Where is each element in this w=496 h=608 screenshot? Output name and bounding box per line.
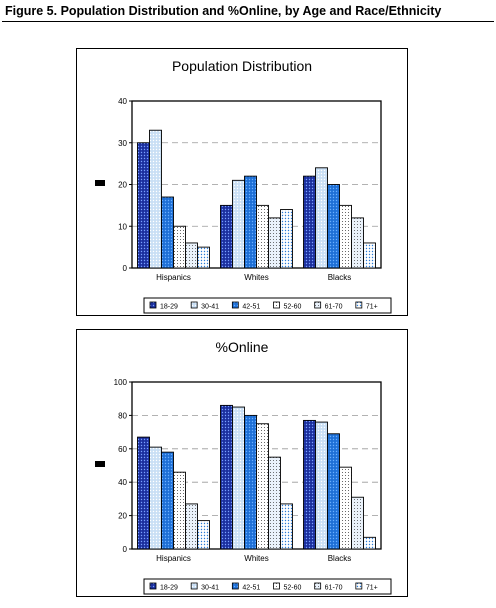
- bar-whites-71+: [280, 209, 293, 269]
- bar-hispanics-71+: [197, 520, 210, 550]
- bar-blacks-52-60: [339, 466, 352, 550]
- bar-blacks-30-41: [315, 167, 328, 269]
- bar-hispanics-30-41: [149, 446, 162, 550]
- legend-label: 52-60: [284, 585, 302, 592]
- bar-hispanics-18-29: [137, 142, 150, 269]
- bar-whites-52-60: [256, 423, 269, 550]
- legend-swatch: [149, 301, 157, 309]
- legend-label: 18-29: [160, 585, 178, 592]
- bar-whites-18-29: [220, 404, 233, 550]
- legend-box: [143, 297, 392, 314]
- y-axis-marker: [95, 180, 105, 186]
- bar-hispanics-52-60: [173, 471, 186, 550]
- x-category-label: Whites: [244, 554, 268, 563]
- chart-title: %Online: [216, 339, 269, 355]
- y-tick-label: 100: [114, 378, 128, 387]
- y-tick-label: 10: [118, 222, 127, 231]
- legend-swatch: [190, 582, 198, 590]
- bar-whites-42-51: [244, 414, 257, 550]
- legend-label: 71+: [366, 304, 378, 311]
- legend-label: 61-70: [325, 304, 343, 311]
- bar-hispanics-30-41: [149, 129, 162, 269]
- legend-label: 42-51: [242, 304, 260, 311]
- x-category-label: Hispanics: [156, 554, 191, 563]
- y-tick-label: 40: [118, 478, 127, 487]
- legend-box: [143, 578, 392, 595]
- y-tick-label: 20: [118, 181, 127, 190]
- bar-blacks-18-29: [303, 419, 316, 550]
- bar-whites-30-41: [232, 179, 245, 269]
- bar-hispanics-42-51: [161, 196, 174, 269]
- bar-hispanics-71+: [197, 246, 210, 269]
- population-distribution-chart: Population Distribution 0 10 20 30 40 Hispanic…: [95, 58, 392, 314]
- bar-blacks-30-41: [315, 421, 328, 550]
- bar-hispanics-61-70: [185, 503, 198, 550]
- legend-swatch: [355, 301, 363, 309]
- bar-hispanics-18-29: [137, 436, 150, 550]
- y-tick-label: 0: [123, 264, 128, 273]
- bar-hispanics-61-70: [185, 242, 198, 269]
- y-tick-label: 20: [118, 512, 127, 521]
- bar-whites-61-70: [268, 217, 281, 269]
- legend-swatch: [314, 582, 322, 590]
- y-tick-label: 80: [118, 411, 127, 420]
- bar-blacks-42-51: [327, 184, 340, 269]
- legend-label: 42-51: [242, 585, 260, 592]
- bar-hispanics-42-51: [161, 451, 174, 550]
- bar-whites-52-60: [256, 204, 269, 269]
- legend-swatch: [149, 582, 157, 590]
- figure-title: Figure 5. Population Distribution and %O…: [5, 4, 442, 18]
- legend-swatch: [355, 582, 363, 590]
- legend-swatch: [273, 301, 280, 309]
- title-underline: [2, 21, 494, 22]
- chart-title: Population Distribution: [172, 58, 312, 74]
- legend-swatch: [190, 301, 198, 309]
- bar-whites-61-70: [268, 456, 281, 550]
- legend-swatch: [273, 582, 280, 590]
- bar-whites-42-51: [244, 175, 257, 269]
- bar-blacks-61-70: [351, 217, 364, 269]
- percent-online-chart-panel: %Online 0 20 40 60 80 100 Hispanics Whites Blacks…: [76, 329, 408, 597]
- bar-blacks-52-60: [339, 204, 352, 269]
- percent-online-chart: %Online 0 20 40 60 80 100 Hispanics Whites Blacks…: [95, 339, 392, 595]
- y-axis-marker: [95, 461, 105, 467]
- legend-label: 61-70: [325, 585, 343, 592]
- bar-blacks-42-51: [327, 433, 340, 550]
- y-tick-label: 0: [123, 545, 128, 554]
- x-category-label: Blacks: [328, 273, 352, 282]
- population-distribution-chart-panel: Population Distribution 0 10 20 30 40 Hispanic…: [76, 48, 408, 316]
- bar-whites-30-41: [232, 406, 245, 550]
- x-category-label: Blacks: [328, 554, 352, 563]
- bar-hispanics-52-60: [173, 225, 186, 269]
- x-category-label: Hispanics: [156, 273, 191, 282]
- bar-whites-18-29: [220, 204, 233, 269]
- legend-label: 71+: [366, 585, 378, 592]
- bar-blacks-71+: [363, 536, 376, 550]
- x-category-label: Whites: [244, 273, 268, 282]
- bar-blacks-71+: [363, 242, 376, 269]
- legend-swatch: [231, 582, 239, 590]
- legend-swatch: [314, 301, 322, 309]
- y-tick-label: 60: [118, 445, 127, 454]
- bar-blacks-61-70: [351, 496, 364, 550]
- legend-swatch: [231, 301, 239, 309]
- legend-label: 30-41: [201, 304, 219, 311]
- bar-blacks-18-29: [303, 175, 316, 269]
- bar-whites-71+: [280, 503, 293, 550]
- legend-label: 52-60: [284, 304, 302, 311]
- y-tick-label: 40: [118, 97, 127, 106]
- legend-label: 18-29: [160, 304, 178, 311]
- y-tick-label: 30: [118, 139, 127, 148]
- legend-label: 30-41: [201, 585, 219, 592]
